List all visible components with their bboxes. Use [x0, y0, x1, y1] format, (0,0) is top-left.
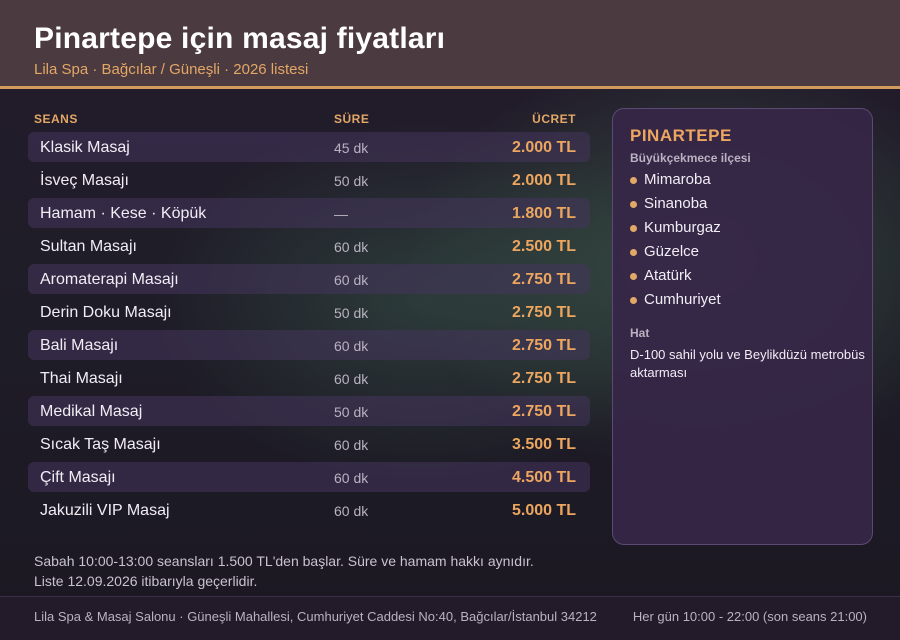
- neighborhood-label: Sinanoba: [644, 195, 708, 212]
- neighborhood-item: Sinanoba: [630, 195, 721, 219]
- note-line: Sabah 10:00-13:00 seansları 1.500 TL'den…: [34, 553, 534, 569]
- session-price: 2.750 TL: [511, 370, 576, 387]
- neighborhood-item: Mimaroba: [630, 171, 721, 195]
- neighborhood-item: Güzelce: [630, 243, 721, 267]
- session-duration: 60 dk: [334, 503, 369, 519]
- session-name: Çift Masajı: [40, 469, 116, 486]
- session-price: 2.000 TL: [511, 139, 576, 156]
- session-name: Aromaterapi Masajı: [40, 271, 179, 288]
- neighborhood-item: Cumhuriyet: [630, 291, 721, 315]
- neighborhood-label: Kumburgaz: [644, 219, 721, 236]
- bullet-icon: [630, 273, 637, 280]
- session-duration: 60 dk: [334, 272, 369, 288]
- table-row: Aromaterapi Masajı 60 dk 2.750 TL: [28, 264, 590, 294]
- session-name: Jakuzili VIP Masaj: [40, 502, 170, 519]
- district-title: PINARTEPE: [630, 126, 732, 145]
- column-header-price: ÜCRET: [532, 112, 576, 126]
- table-row: Hamam · Kese · Köpük — 1.800 TL: [28, 198, 590, 228]
- table-row: Thai Masajı 60 dk 2.750 TL: [28, 363, 590, 393]
- session-duration: 60 dk: [334, 239, 369, 255]
- note-line: Liste 12.09.2026 itibarıyla geçerlidir.: [34, 573, 258, 589]
- price-table: Klasik Masaj 45 dk 2.000 TL İsveç Masajı 50 …: [28, 132, 590, 528]
- table-row: Derin Doku Masajı 50 dk 2.750 TL: [28, 297, 590, 327]
- session-name: Hamam · Kese · Köpük: [40, 205, 207, 222]
- page-subtitle: Lila Spa · Bağcılar / Güneşli · 2026 lis…: [34, 61, 309, 78]
- session-name: Medikal Masaj: [40, 403, 143, 420]
- price-notes: Sabah 10:00-13:00 seansları 1.500 TL'den…: [34, 551, 594, 591]
- session-price: 5.000 TL: [511, 502, 576, 519]
- table-row: Sıcak Taş Masajı 60 dk 3.500 TL: [28, 429, 590, 459]
- session-price: 3.500 TL: [511, 436, 576, 453]
- bullet-icon: [630, 225, 637, 232]
- session-price: 4.500 TL: [511, 469, 576, 486]
- session-name: Derin Doku Masajı: [40, 304, 172, 321]
- table-row: Jakuzili VIP Masaj 60 dk 5.000 TL: [28, 495, 590, 525]
- session-price: 2.000 TL: [511, 172, 576, 189]
- session-duration: 60 dk: [334, 437, 369, 453]
- column-header-session: SEANS: [34, 112, 78, 126]
- session-price: 2.750 TL: [511, 304, 576, 321]
- session-duration: —: [334, 206, 348, 222]
- page-footer: Lila Spa & Masaj Salonu · Güneşli Mahall…: [0, 596, 900, 640]
- session-price: 2.500 TL: [511, 238, 576, 255]
- district-subtitle: Büyükçekmece ilçesi: [630, 151, 751, 165]
- session-price: 1.800 TL: [511, 205, 576, 222]
- footer-address: Lila Spa & Masaj Salonu · Güneşli Mahall…: [34, 609, 597, 624]
- session-price: 2.750 TL: [511, 403, 576, 420]
- neighborhood-label: Cumhuriyet: [644, 291, 721, 308]
- neighborhood-label: Mimaroba: [644, 171, 711, 188]
- neighborhood-label: Güzelce: [644, 243, 700, 260]
- transit-text: D-100 sahil yolu ve Beylikdüzü metrobüs …: [630, 347, 865, 380]
- session-name: İsveç Masajı: [40, 172, 129, 189]
- session-duration: 50 dk: [334, 173, 369, 189]
- table-row: Klasik Masaj 45 dk 2.000 TL: [28, 132, 590, 162]
- neighborhood-item: Atatürk: [630, 267, 721, 291]
- column-header-duration: SÜRE: [334, 112, 370, 126]
- session-price: 2.750 TL: [511, 271, 576, 288]
- session-duration: 60 dk: [334, 338, 369, 354]
- session-duration: 45 dk: [334, 140, 369, 156]
- session-duration: 60 dk: [334, 371, 369, 387]
- session-name: Sıcak Taş Masajı: [40, 436, 161, 453]
- bullet-icon: [630, 177, 637, 184]
- table-row: Medikal Masaj 50 dk 2.750 TL: [28, 396, 590, 426]
- session-name: Thai Masajı: [40, 370, 123, 387]
- session-duration: 50 dk: [334, 404, 369, 420]
- session-name: Klasik Masaj: [40, 139, 130, 156]
- session-name: Bali Masajı: [40, 337, 119, 354]
- bullet-icon: [630, 201, 637, 208]
- session-duration: 60 dk: [334, 470, 369, 486]
- table-row: Bali Masajı 60 dk 2.750 TL: [28, 330, 590, 360]
- bullet-icon: [630, 297, 637, 304]
- table-row: Çift Masajı 60 dk 4.500 TL: [28, 462, 590, 492]
- bullet-icon: [630, 249, 637, 256]
- neighborhood-list: Mimaroba Sinanoba Kumburgaz Güzelce Atatürk C…: [630, 171, 721, 315]
- page-header: Pinartepe için masaj fiyatları Lila Spa …: [0, 0, 900, 89]
- footer-hours: Her gün 10:00 - 22:00 (son seans 21:00): [632, 609, 867, 624]
- district-panel: PINARTEPE Büyükçekmece ilçesi Mimaroba Si…: [612, 108, 873, 545]
- neighborhood-label: Atatürk: [644, 267, 692, 284]
- session-price: 2.750 TL: [511, 337, 576, 354]
- session-name: Sultan Masajı: [40, 238, 137, 255]
- page-title: Pinartepe için masaj fiyatları: [34, 22, 446, 55]
- table-row: İsveç Masajı 50 dk 2.000 TL: [28, 165, 590, 195]
- table-row: Sultan Masajı 60 dk 2.500 TL: [28, 231, 590, 261]
- transit-label: Hat: [630, 326, 650, 340]
- session-duration: 50 dk: [334, 305, 369, 321]
- neighborhood-item: Kumburgaz: [630, 219, 721, 243]
